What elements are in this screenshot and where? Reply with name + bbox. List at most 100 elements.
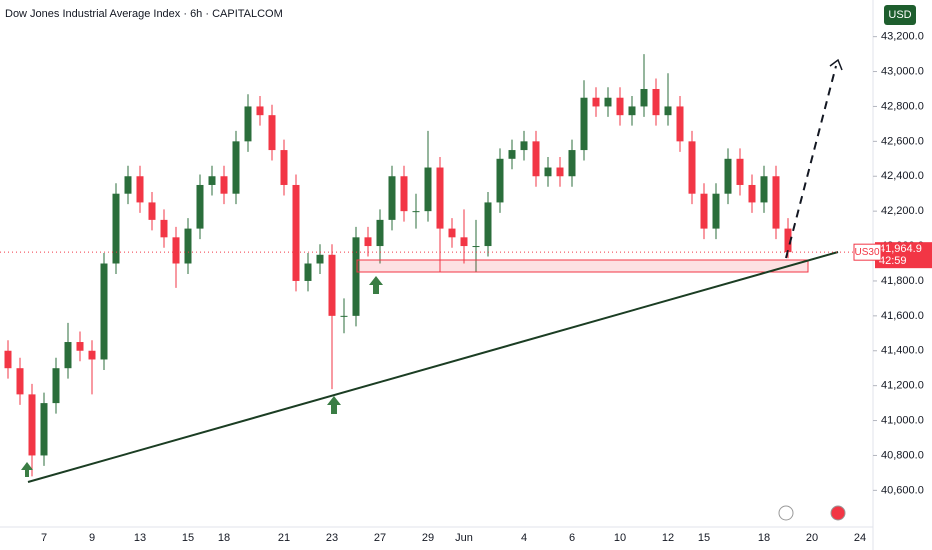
candle-body	[364, 237, 372, 247]
candle-body	[496, 158, 504, 203]
candle-body	[460, 237, 468, 247]
candle-body	[88, 350, 96, 360]
x-tick-label: 12	[662, 532, 674, 544]
candle-body	[724, 158, 732, 194]
candle-body	[340, 315, 348, 317]
x-tick-label: 10	[614, 532, 626, 544]
y-tick-label: 41,800.0	[881, 275, 924, 287]
y-tick-label: 42,600.0	[881, 135, 924, 147]
candle-body	[268, 115, 276, 151]
candle-body	[580, 97, 588, 151]
candle-body	[424, 167, 432, 212]
y-tick-label: 41,200.0	[881, 380, 924, 392]
x-tick-label: 6	[569, 532, 575, 544]
candle-body	[784, 228, 792, 253]
candle-body	[100, 263, 108, 360]
y-tick-label: 42,400.0	[881, 170, 924, 182]
x-tick-label: 18	[218, 532, 230, 544]
event-icon[interactable]	[830, 505, 846, 521]
x-tick-label: 13	[134, 532, 146, 544]
candle-body	[748, 184, 756, 203]
projection-arrowhead	[829, 58, 843, 71]
candle-body	[376, 219, 384, 247]
candle-body	[388, 176, 396, 220]
x-tick-label: 7	[41, 532, 47, 544]
candle-body	[220, 176, 228, 194]
candle-body	[664, 106, 672, 116]
candle-body	[544, 167, 552, 177]
candle-body	[700, 193, 708, 229]
candle-body	[400, 176, 408, 212]
last-price-badge	[875, 242, 932, 269]
x-tick-label: 9	[89, 532, 95, 544]
candle-body	[16, 368, 24, 395]
y-tick-label: 43,000.0	[881, 65, 924, 77]
countdown-label: 42:59	[879, 255, 907, 267]
candle-body	[172, 237, 180, 264]
candle-body	[40, 403, 48, 456]
event-icon[interactable]	[778, 505, 794, 521]
candle-body	[412, 211, 420, 213]
x-tick-label: 18	[758, 532, 770, 544]
support-zone	[356, 259, 809, 273]
candle-body	[208, 176, 216, 185]
up-arrow	[327, 396, 341, 414]
candle-body	[688, 141, 696, 194]
y-tick-label: 41,000.0	[881, 414, 924, 426]
y-tick-label: 41,600.0	[881, 310, 924, 322]
candle-body	[124, 176, 132, 194]
x-tick-label: 29	[422, 532, 434, 544]
candle-body	[292, 184, 300, 281]
candle-body	[448, 228, 456, 238]
candle-body	[244, 106, 252, 142]
candle-body	[148, 202, 156, 220]
candle-body	[616, 97, 624, 116]
candle-body	[484, 202, 492, 247]
up-arrow	[21, 462, 33, 477]
last-price-label: 41,964.9	[879, 243, 922, 255]
x-tick-label: 15	[698, 532, 710, 544]
y-tick-label: 43,200.0	[881, 31, 924, 43]
y-tick-label: 40,800.0	[881, 449, 924, 461]
candle-body	[652, 88, 660, 116]
candle-body	[628, 106, 636, 116]
symbol-badge	[853, 243, 882, 261]
candle-body	[196, 184, 204, 229]
candle-body	[640, 88, 648, 107]
candle-body	[64, 342, 72, 369]
candle-body	[760, 176, 768, 203]
currency-label: USD	[888, 9, 911, 21]
plot-area	[4, 54, 792, 477]
y-tick-label: 42,200.0	[881, 205, 924, 217]
y-tick-label: 41,400.0	[881, 345, 924, 357]
x-tick-label: Jun	[455, 532, 473, 544]
y-tick-label: 40,600.0	[881, 484, 924, 496]
candle-body	[256, 106, 264, 116]
candle-body	[568, 150, 576, 177]
candle-body	[712, 193, 720, 229]
candle-body	[4, 350, 12, 369]
symbol-label: US30	[854, 247, 879, 258]
candle-body	[136, 176, 144, 203]
candle-body	[436, 167, 444, 229]
candle-body	[772, 176, 780, 229]
candle-body	[232, 141, 240, 194]
candle-body	[328, 254, 336, 316]
up-arrow	[369, 276, 383, 294]
x-tick-label: 21	[278, 532, 290, 544]
candle-body	[112, 193, 120, 264]
candle-body	[556, 167, 564, 177]
candle-body	[76, 342, 84, 351]
candle-body	[184, 228, 192, 264]
candle-body	[592, 97, 600, 107]
x-tick-label: 4	[521, 532, 527, 544]
candle-body	[736, 158, 744, 185]
x-tick-label: 27	[374, 532, 386, 544]
x-tick-label: 20	[806, 532, 818, 544]
candle-body	[160, 219, 168, 238]
candle-body	[472, 246, 480, 248]
candle-body	[304, 263, 312, 281]
currency-badge[interactable]	[884, 5, 916, 25]
